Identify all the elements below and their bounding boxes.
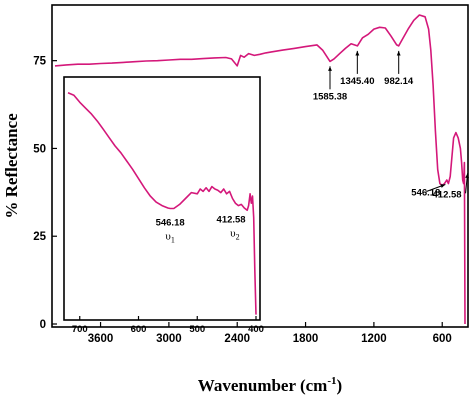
plot-frame [51,4,469,328]
main-tick-labels: 3600 3000 2400 1800 1200 600 0 25 50 75 [33,56,452,345]
y-tick-label: 50 [33,143,46,155]
annotation-arrow [426,184,446,192]
main-spectrum-layer [54,14,466,325]
x-axis-title: Wavenumber (cm-1) [198,375,342,395]
inset-x-tick-label: 700 [72,324,88,335]
inset-peak-label: 546.18 [156,217,185,228]
inset-annotations: 546.18 υ1 412.58 υ2 [156,215,246,245]
x-axis-title-sup: -1 [327,375,336,387]
inset-spectrum-layer [67,92,257,315]
annotation-arrow [465,173,469,194]
inset-x-tick-label: 600 [131,324,147,335]
y-tick-label: 75 [33,56,46,68]
x-tick-label: 1800 [293,333,319,345]
x-tick-label: 600 [433,333,452,345]
peak-label: 1345.40 [340,76,374,87]
inset-x-tick-label: 500 [189,324,205,335]
peak-label: 412.58 [433,189,462,200]
inset-tick-labels: 700 600 500 400 [72,324,264,335]
peak-label: 1585.38 [313,91,347,102]
inset-mode-label: υ1 [165,230,174,244]
main-axis-ticks [52,60,443,327]
annotation-arrow [396,50,401,74]
annotation-arrow [328,66,332,90]
annotation-arrow [355,50,360,74]
y-tick-label: 25 [33,231,46,243]
inset-frame [63,76,261,321]
y-axis-title: % Reflectance [2,113,21,219]
inset-peak-label: 412.58 [217,215,246,226]
inset-axis-ticks [79,316,257,320]
x-axis-title-main: Wavenumber (cm [198,376,328,395]
x-tick-label: 2400 [224,333,250,345]
inset-x-tick-label: 400 [248,324,264,335]
x-tick-label: 3000 [156,333,182,345]
inset-mode-label: υ2 [230,228,239,242]
x-tick-label: 1200 [361,333,387,345]
peak-label: 982.14 [384,76,414,87]
x-tick-label: 3600 [88,333,114,345]
peak-label: 546.18 [411,188,440,199]
spectrum-line [54,14,466,325]
x-axis-title-end: ) [337,376,343,395]
y-tick-label: 0 [40,319,46,331]
inset-spectrum-line [67,92,257,315]
